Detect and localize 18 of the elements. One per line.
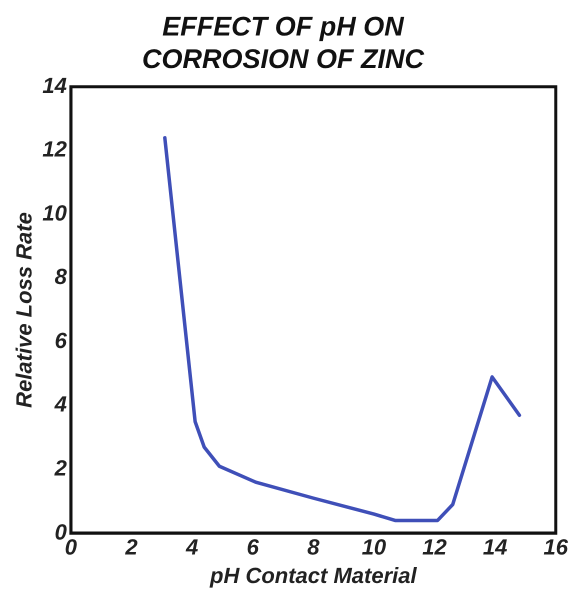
- y-tick-label: 14: [42, 72, 67, 98]
- x-tick-label: 12: [422, 534, 448, 560]
- x-tick-label: 8: [307, 534, 320, 560]
- x-tick-label: 10: [362, 534, 387, 560]
- x-tick-label: 6: [246, 534, 260, 560]
- y-axis-title: Relative Loss Rate: [11, 212, 36, 408]
- x-tick-label: 2: [124, 534, 138, 560]
- y-tick-label: 10: [42, 200, 68, 226]
- y-tick-label: 8: [54, 264, 68, 290]
- y-tick-label: 4: [54, 392, 67, 417]
- x-tick-label: 14: [482, 534, 508, 560]
- x-tick-label: 16: [544, 534, 569, 560]
- x-axis-title: pH Contact Material: [209, 562, 418, 588]
- x-tick-label: 4: [184, 534, 198, 560]
- chart-title: EFFECT OF pH ON CORROSION OF ZINC: [142, 12, 424, 74]
- y-tick-label: 6: [54, 328, 68, 353]
- y-tick-label: 2: [54, 455, 68, 480]
- y-tick-label: 12: [42, 136, 68, 162]
